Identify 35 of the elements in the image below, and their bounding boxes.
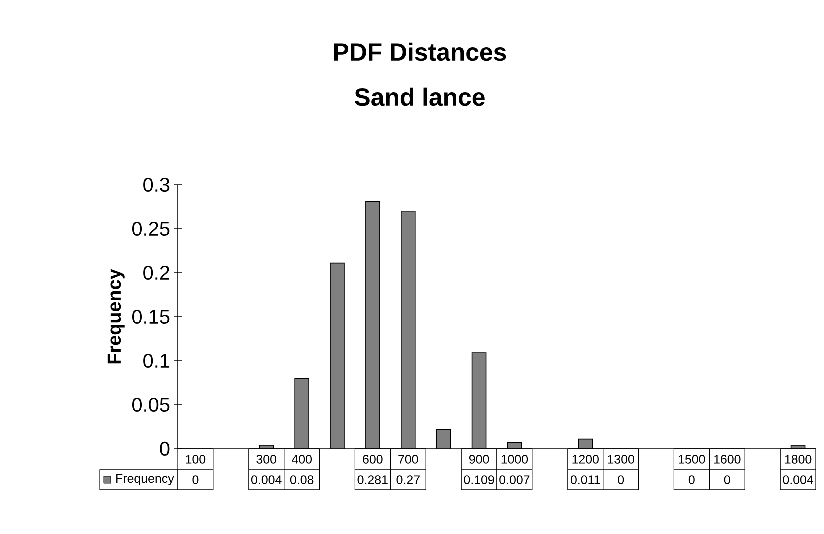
data-label: 0.08: [290, 476, 314, 484]
x-tick-label: 1000: [502, 455, 528, 464]
x-tick-label: 600: [363, 455, 383, 464]
x-tick-label: 300: [256, 455, 277, 464]
data-label: 0.27: [396, 476, 420, 484]
y-tick-label: 0.15: [132, 310, 170, 324]
y-tick-label: 0.1: [144, 354, 170, 368]
y-tick-label: 0.25: [132, 222, 170, 236]
x-tick-label: 1200: [572, 455, 599, 464]
y-axis-title: Frequency: [108, 269, 125, 364]
x-tick-label: 900: [469, 455, 490, 464]
data-label: 0.011: [570, 476, 600, 484]
x-tick-label: 100: [186, 455, 206, 464]
data-label: 0.004: [252, 476, 282, 484]
legend-label: Frequency: [116, 474, 174, 486]
chart-title: PDF Distances: [334, 42, 506, 62]
y-tick-label: 0.2: [144, 266, 170, 280]
data-label: 0.281: [358, 476, 388, 484]
data-label: 0: [688, 476, 695, 484]
data-label: 0: [192, 476, 199, 484]
y-tick-label: 0.3: [144, 178, 170, 192]
data-label: 0: [618, 476, 624, 484]
data-label: 0.109: [464, 476, 494, 484]
x-tick-label: 1500: [679, 455, 706, 464]
x-tick-label: 1800: [785, 455, 812, 464]
data-label: 0: [724, 476, 730, 484]
chart-subtitle: Sand lance: [354, 88, 485, 106]
x-tick-label: 1600: [714, 455, 741, 464]
x-tick-label: 700: [398, 455, 418, 464]
x-tick-label: 1300: [608, 455, 634, 464]
x-tick-label: 400: [292, 455, 312, 464]
y-tick-label: 0: [160, 442, 170, 456]
data-label: 0.007: [500, 476, 530, 484]
data-label: 0.004: [783, 476, 814, 484]
y-tick-label: 0.05: [132, 398, 170, 412]
